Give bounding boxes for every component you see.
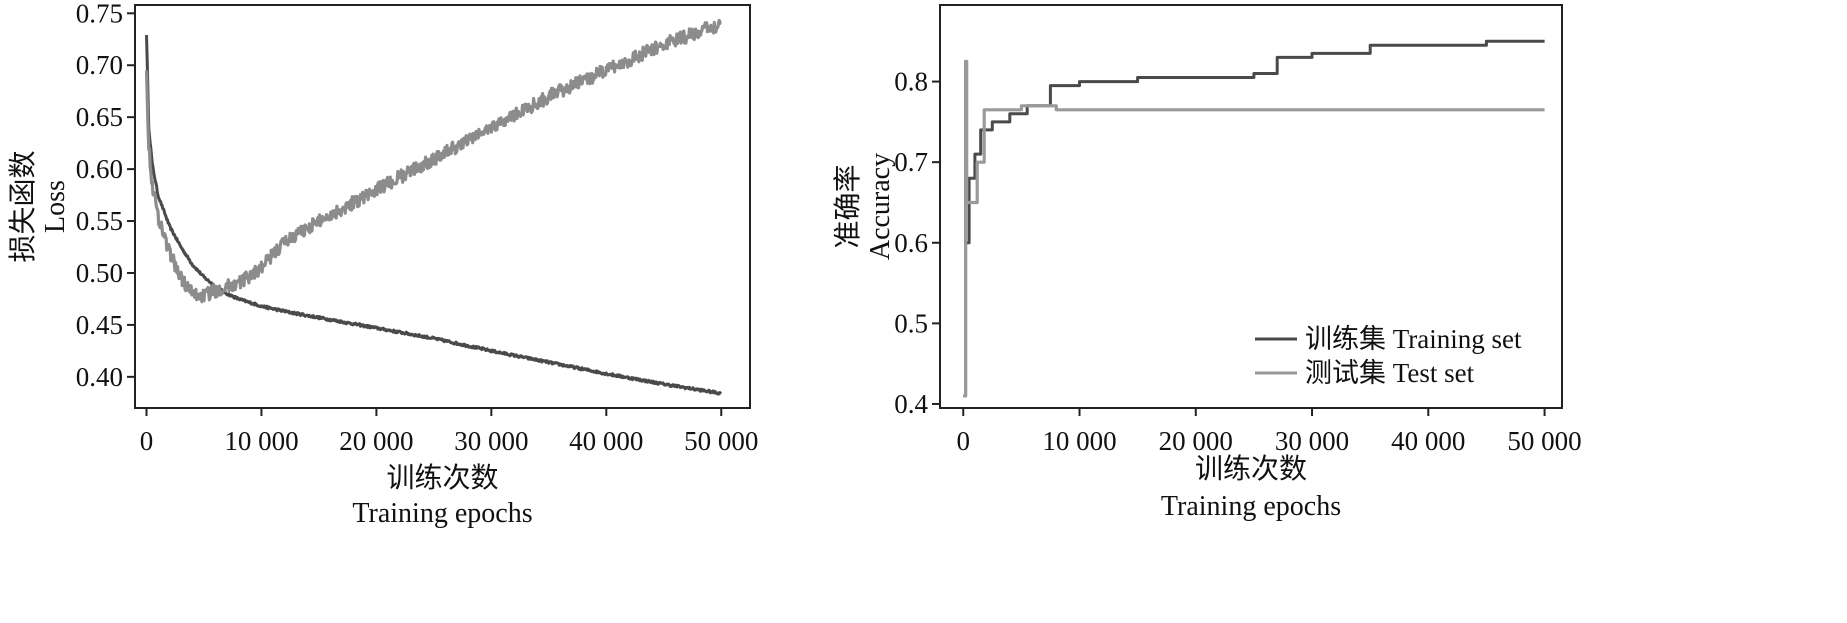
y-tick-label: 0.5 xyxy=(894,308,928,338)
x-tick-label: 40 000 xyxy=(1391,426,1465,456)
x-tick-label: 30 000 xyxy=(454,426,528,456)
y-tick-label: 0.40 xyxy=(76,362,123,392)
x-tick-label: 0 xyxy=(957,426,971,456)
y-tick-label: 0.55 xyxy=(76,206,123,236)
y-axis-title: Loss xyxy=(40,180,71,233)
x-tick-label: 10 000 xyxy=(224,426,298,456)
x-tick-label: 40 000 xyxy=(569,426,643,456)
x-tick-label: 50 000 xyxy=(1507,426,1581,456)
x-tick-label: 10 000 xyxy=(1042,426,1116,456)
x-axis-title-cn: 训练次数 xyxy=(386,462,498,494)
series-line-0 xyxy=(145,35,723,396)
loss-chart: 0 10 000 20 000 30 000 40 000 50 000 0.40 0.45 0… xyxy=(7,0,758,529)
y-tick-label: 0.45 xyxy=(76,310,123,340)
x-tick-label: 0 xyxy=(140,426,154,456)
series-line-0 xyxy=(963,39,1545,398)
plot-frame xyxy=(939,4,1563,409)
accuracy-chart: 0 10 000 20 000 30 000 40 000 50 000 0.4 0.5 0.6… xyxy=(832,4,1582,522)
y-axis-title-cn: 准确率 xyxy=(832,164,864,248)
y-tick-label: 0.65 xyxy=(76,102,123,132)
y-axis-title: Accuracy xyxy=(865,153,896,260)
y-tick-label: 0.70 xyxy=(76,50,123,80)
x-tick-label: 50 000 xyxy=(684,426,758,456)
y-tick-label: 0.7 xyxy=(894,147,928,177)
x-axis-title: Training epochs xyxy=(352,498,532,529)
x-axis-title: Training epochs xyxy=(1161,491,1341,522)
x-tick-label: 20 000 xyxy=(1159,426,1233,456)
y-tick-label: 0.8 xyxy=(894,67,928,97)
plot-frame xyxy=(134,4,751,409)
y-tick-label: 0.60 xyxy=(76,154,123,184)
legend-label: 测试集 Test set xyxy=(1305,358,1475,388)
y-tick-label: 0.4 xyxy=(894,389,928,419)
y-tick-label: 0.75 xyxy=(76,0,123,28)
series-line-1 xyxy=(963,59,1545,398)
series-line-1 xyxy=(144,18,723,304)
y-tick-label: 0.50 xyxy=(76,258,123,288)
y-axis-title-cn: 损失函数 xyxy=(7,150,39,262)
x-tick-label: 30 000 xyxy=(1275,426,1349,456)
x-axis-title-cn: 训练次数 xyxy=(1195,453,1307,485)
y-tick-label: 0.6 xyxy=(894,228,928,258)
x-tick-label: 20 000 xyxy=(339,426,413,456)
legend-label: 训练集 Training set xyxy=(1305,324,1522,354)
